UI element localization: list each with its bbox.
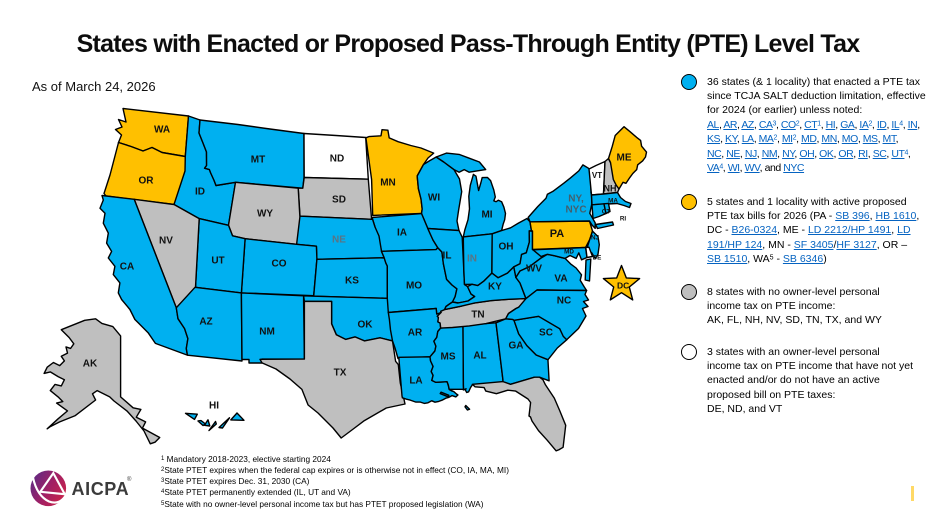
svg-text:SC: SC: [539, 328, 553, 339]
svg-text:TN: TN: [471, 310, 484, 321]
svg-text:MS: MS: [441, 352, 456, 363]
svg-text:ID: ID: [195, 187, 205, 198]
svg-text:NC: NC: [557, 296, 571, 307]
svg-text:IA: IA: [397, 228, 407, 239]
svg-text:KS: KS: [345, 276, 359, 287]
svg-text:DC: DC: [617, 280, 629, 290]
svg-text:OK: OK: [358, 320, 374, 331]
svg-text:IN: IN: [467, 254, 477, 265]
svg-text:NM: NM: [259, 327, 275, 338]
svg-text:TX: TX: [334, 368, 347, 379]
svg-text:AL: AL: [473, 351, 486, 362]
svg-text:MO: MO: [406, 281, 422, 292]
svg-text:SD: SD: [332, 195, 346, 206]
svg-text:MD: MD: [564, 249, 574, 256]
svg-text:LA: LA: [409, 376, 422, 387]
svg-text:ND: ND: [330, 154, 344, 165]
svg-text:CA: CA: [120, 262, 134, 273]
svg-text:NE: NE: [332, 235, 346, 246]
svg-text:AICPA: AICPA: [72, 479, 130, 499]
svg-text:WY: WY: [257, 209, 273, 220]
svg-text:NJ: NJ: [591, 235, 600, 242]
svg-text:GA: GA: [509, 341, 524, 352]
svg-text:MN: MN: [380, 178, 396, 189]
svg-text:NYC: NYC: [565, 205, 586, 216]
svg-text:PA: PA: [550, 228, 565, 240]
svg-text:OR: OR: [139, 176, 155, 187]
svg-text:WV: WV: [526, 264, 542, 275]
svg-text:VA: VA: [554, 274, 567, 285]
svg-text:®: ®: [127, 476, 132, 483]
svg-text:MI: MI: [481, 210, 492, 221]
svg-text:UT: UT: [211, 256, 224, 267]
svg-text:DE: DE: [593, 255, 602, 262]
svg-text:HI: HI: [209, 401, 219, 412]
svg-text:IL: IL: [443, 251, 452, 262]
svg-text:KY: KY: [488, 282, 502, 293]
svg-text:WI: WI: [428, 193, 440, 204]
svg-text:AZ: AZ: [199, 317, 212, 328]
svg-text:CT: CT: [602, 209, 611, 216]
svg-text:MT: MT: [251, 155, 265, 166]
svg-text:NH: NH: [604, 183, 617, 193]
svg-text:ME: ME: [617, 153, 632, 164]
svg-text:RI: RI: [620, 216, 627, 223]
svg-text:AR: AR: [408, 328, 423, 339]
svg-text:AK: AK: [83, 359, 98, 370]
svg-text:CO: CO: [272, 259, 287, 270]
svg-text:NV: NV: [159, 236, 173, 247]
svg-text:OH: OH: [499, 242, 514, 253]
svg-text:MA: MA: [608, 198, 618, 205]
svg-text:VT: VT: [592, 171, 602, 180]
svg-text:NY,: NY,: [568, 194, 584, 205]
svg-text:WA: WA: [154, 125, 170, 136]
